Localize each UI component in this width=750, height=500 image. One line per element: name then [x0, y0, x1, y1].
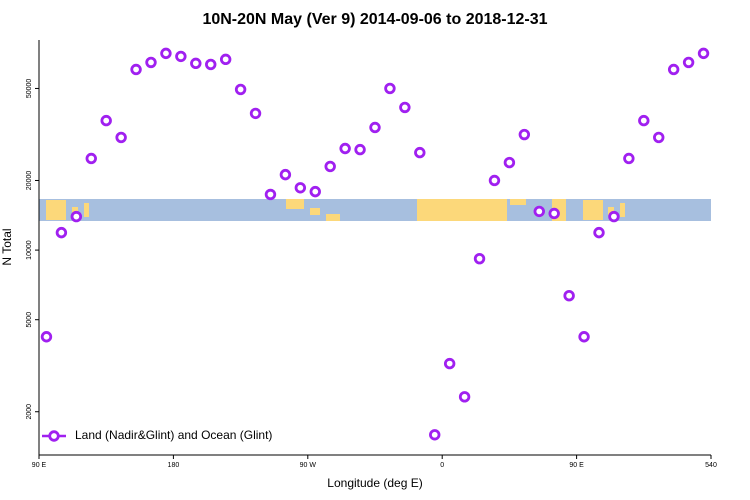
point: [190, 57, 202, 70]
x-tick-label: 0: [440, 462, 444, 469]
point: [667, 63, 680, 76]
point: [608, 210, 620, 223]
point: [623, 152, 635, 165]
y-tick-label: 20000: [26, 171, 33, 191]
point: [458, 391, 471, 403]
point: [294, 182, 307, 194]
x-tick-label: 90 W: [300, 462, 317, 469]
point: [488, 174, 501, 187]
point: [533, 205, 545, 218]
point: [234, 83, 247, 96]
point: [205, 58, 217, 71]
point: [160, 47, 172, 60]
x-tick-label: 90 E: [32, 462, 47, 469]
point: [653, 131, 665, 144]
point: [115, 131, 127, 144]
y-tick-label: 5000: [26, 312, 33, 328]
point: [503, 156, 516, 169]
point: [384, 82, 396, 95]
point: [264, 188, 277, 201]
point: [40, 331, 53, 343]
point: [100, 114, 112, 127]
point: [279, 168, 292, 181]
point: [518, 128, 531, 141]
point: [55, 226, 68, 239]
legend-marker: [48, 430, 60, 442]
point: [548, 207, 560, 220]
y-tick-label: 2000: [26, 404, 33, 420]
point: [399, 101, 411, 114]
point: [219, 53, 232, 66]
point: [473, 252, 486, 265]
point: [563, 290, 575, 302]
point: [697, 47, 710, 60]
point: [339, 142, 351, 155]
point: [369, 121, 381, 134]
point: [324, 160, 336, 173]
y-tick-label: 10000: [26, 240, 33, 260]
point: [175, 50, 187, 63]
point: [443, 357, 456, 370]
point: [85, 152, 97, 165]
point: [638, 114, 650, 127]
y-tick-label: 50000: [26, 79, 33, 99]
point: [682, 56, 695, 69]
point: [414, 146, 426, 159]
point: [354, 143, 366, 156]
x-tick-label: 90 E: [569, 462, 584, 469]
point: [249, 107, 262, 120]
x-tick-label: 180: [168, 462, 180, 469]
point: [130, 63, 142, 76]
point: [145, 56, 157, 69]
x-tick-label: 540: [705, 462, 717, 469]
point: [578, 331, 590, 343]
point: [593, 226, 605, 239]
point: [429, 429, 441, 441]
legend-label: Land (Nadir&Glint) and Ocean (Glint): [75, 428, 272, 442]
y-axis-label: N Total: [0, 228, 14, 265]
chart-title: 10N-20N May (Ver 9) 2014-09-06 to 2018-1…: [202, 11, 547, 28]
point: [309, 185, 321, 198]
x-axis-label: Longitude (deg E): [327, 476, 422, 490]
point: [70, 210, 83, 223]
